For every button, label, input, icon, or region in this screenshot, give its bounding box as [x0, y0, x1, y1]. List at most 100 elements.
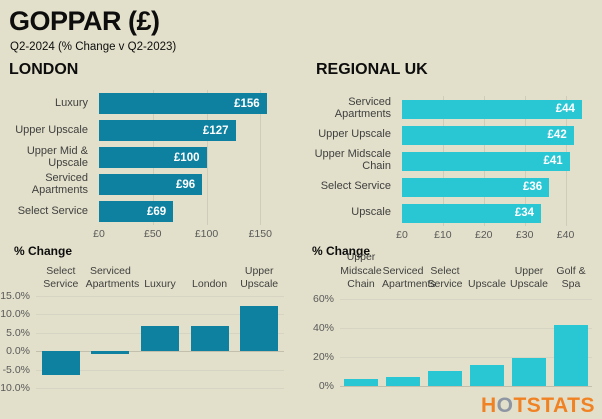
london-goppar-bar-chart: Luxury £156 Upper Upscale £127 Upper Mid & U…: [5, 90, 272, 241]
bar-rows: Serviced Apartments £44 Upper Upscale £42 Up…: [300, 96, 586, 226]
gridline: [340, 386, 592, 387]
y-tick-label: -10.0%: [0, 382, 30, 394]
category-label: Upper Upscale: [15, 123, 88, 136]
logo-letter-o: O: [496, 394, 514, 417]
category-label: Upper Mid & Upscale: [26, 144, 88, 169]
category-label: Upper Midscale Chain: [314, 148, 391, 172]
logo-rest: TSTATS: [513, 394, 595, 417]
x-tick-label: £30: [515, 229, 534, 241]
category-labels: Select Service Serviced Apartments Luxury Lon…: [36, 261, 284, 296]
bar-track: £156: [99, 90, 271, 117]
bar: £156: [99, 93, 267, 114]
bar-row: Upper Mid & Upscale £100: [5, 144, 271, 171]
plot-area: 15.0% 10.0% 5.0% 0.0% -5.0% -10.0%: [0, 290, 284, 394]
bar: £44: [402, 99, 582, 119]
bar-row: Upper Midscale Chain £41: [300, 148, 586, 174]
bar: £42: [402, 125, 574, 145]
bar: [344, 378, 378, 386]
bar-value-label: £127: [202, 124, 229, 137]
london-pct-change-title: % Change: [14, 244, 73, 258]
category-label: London: [192, 278, 228, 291]
bar-track: £42: [402, 122, 586, 148]
category-label: Luxury: [144, 278, 176, 291]
x-tick-label: £0: [93, 228, 105, 240]
category-label: Golf & Spa: [556, 264, 586, 291]
bar-row: Upper Upscale £42: [300, 122, 586, 148]
bar-track: £34: [402, 200, 586, 226]
gridline: [36, 351, 284, 353]
x-tick-label: £0: [396, 229, 408, 241]
category-label: Select Service: [17, 204, 88, 217]
category-labels: Upper Midscale Chain Serviced Apartments Sele…: [340, 251, 592, 296]
category-label: Serviced Apartments: [382, 264, 436, 291]
gridline: [206, 90, 208, 225]
bar-value-label: £69: [146, 205, 167, 218]
bar-track: £69: [99, 198, 271, 225]
bar-rows: Luxury £156 Upper Upscale £127 Upper Mid & U…: [5, 90, 271, 225]
page-subtitle: Q2-2024 (% Change v Q2-2023): [10, 41, 177, 53]
bar: £69: [99, 201, 174, 222]
y-tick-label: 60%: [312, 292, 334, 305]
bar-value-label: £156: [234, 97, 260, 110]
category-label: Serviced Apartments: [31, 171, 88, 196]
hotstats-logo: HOTSTATS: [481, 394, 595, 418]
bar-value-label: £42: [547, 129, 567, 141]
bar-track: £44: [402, 96, 586, 122]
x-tick-label: £50: [143, 228, 162, 240]
bar-row: Select Service £36: [300, 174, 586, 200]
page-title: GOPPAR (£): [9, 6, 160, 36]
bar-value-label: £100: [173, 151, 200, 164]
plot-area: 60% 40% 20% 0%: [313, 293, 592, 392]
bar-value-label: £36: [523, 181, 543, 193]
y-tick-label: 15.0%: [0, 290, 30, 302]
category-label: Upscale: [468, 278, 506, 291]
y-tick-label: 40%: [312, 321, 334, 334]
bar-track: £100: [99, 144, 271, 171]
bar-value-label: £34: [514, 207, 535, 219]
bar-track: £127: [99, 117, 271, 144]
x-tick-label: £40: [556, 229, 575, 241]
bar-value-label: £96: [176, 178, 196, 191]
bar: [91, 351, 130, 355]
bar: [512, 358, 546, 386]
logo-letter-h: H: [480, 394, 497, 417]
gridline: [36, 296, 284, 297]
bar-track: £36: [402, 174, 586, 200]
bar-row: Luxury £156: [5, 90, 271, 117]
bar: [470, 364, 504, 386]
y-tick-label: 0.0%: [6, 345, 30, 358]
bar: [386, 376, 420, 386]
gridline: [340, 327, 592, 329]
section-title-regional: REGIONAL UK: [316, 61, 428, 78]
bar: [141, 326, 179, 352]
gridline: [36, 314, 284, 316]
bar-track: £96: [99, 171, 271, 198]
x-tick-label: £10: [434, 229, 452, 241]
bar-value-label: £44: [555, 103, 575, 115]
gridline: [340, 298, 592, 300]
bar-value-label: £41: [543, 155, 563, 167]
regional-pct-change-chart: Upper Midscale Chain Serviced Apartments Sele…: [308, 251, 592, 392]
category-label: Upper Upscale: [318, 128, 391, 141]
bar: [190, 326, 229, 352]
gridline: [36, 369, 284, 371]
bar-row: Upper Upscale £127: [5, 117, 271, 144]
bar-track: £41: [402, 148, 586, 174]
x-tick-label: £20: [475, 229, 493, 241]
bar-row: Serviced Apartments £96: [5, 171, 271, 198]
category-label: Serviced Apartments: [85, 264, 140, 291]
category-label: Luxury: [54, 96, 88, 109]
regional-pct-change-title: % Change: [312, 244, 371, 258]
category-label: Select Service: [320, 180, 391, 193]
gridline: [260, 90, 262, 225]
category-label: Upscale: [351, 206, 391, 219]
category-label: Serviced Apartments: [334, 96, 391, 120]
bar: [240, 305, 279, 352]
gridline: [36, 388, 284, 389]
bar: £41: [402, 151, 570, 171]
category-label: Select Service: [427, 264, 463, 291]
bar: £96: [99, 174, 203, 195]
y-tick-label: 10.0%: [0, 308, 30, 321]
regional-goppar-bar-chart: Serviced Apartments £44 Upper Upscale £42 Up…: [300, 96, 586, 242]
